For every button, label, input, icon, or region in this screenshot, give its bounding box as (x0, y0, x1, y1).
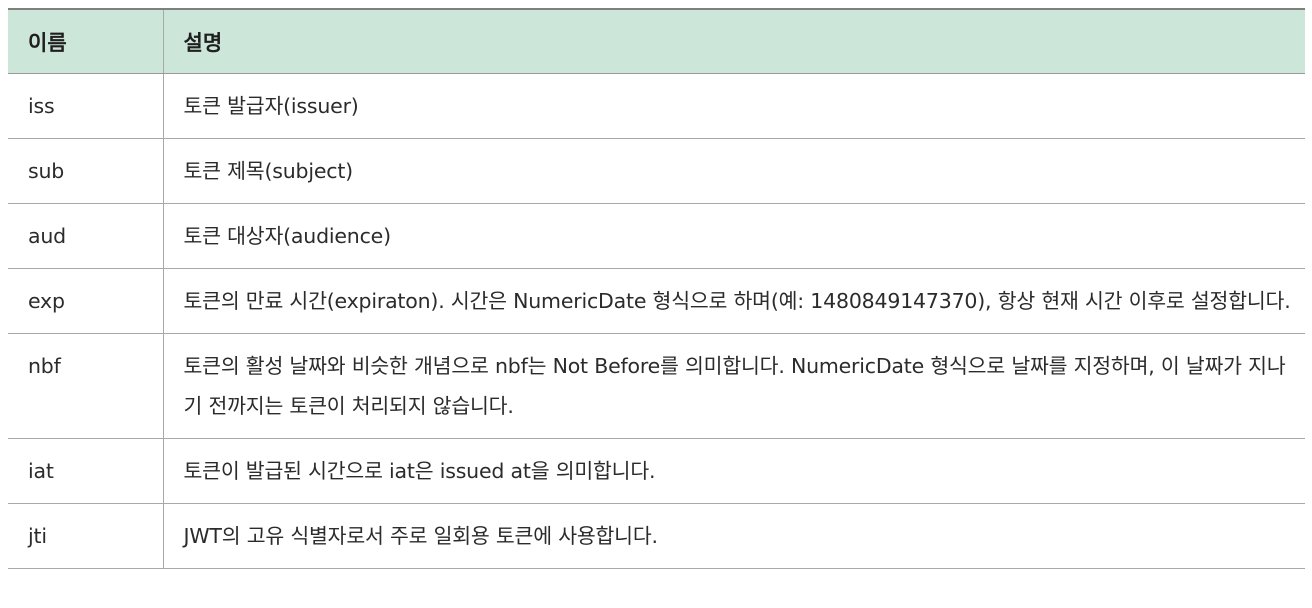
claim-name: sub (8, 138, 164, 204)
table-row: exp 토큰의 만료 시간(expiraton). 시간은 NumericDat… (8, 268, 1305, 334)
claim-name: iat (8, 438, 164, 504)
claim-name: exp (8, 268, 164, 334)
table-header: 이름 설명 (8, 9, 1305, 74)
claim-description: 토큰 대상자(audience) (163, 203, 1305, 269)
table-row: aud 토큰 대상자(audience) (8, 203, 1305, 269)
claim-description: 토큰의 활성 날짜와 비슷한 개념으로 nbf는 Not Before를 의미합… (163, 333, 1305, 439)
claim-description: 토큰이 발급된 시간으로 iat은 issued at을 의미합니다. (163, 438, 1305, 504)
claim-description: 토큰 제목(subject) (163, 138, 1305, 204)
jwt-claims-table: 이름 설명 iss 토큰 발급자(issuer) sub 토큰 제목(subje… (8, 8, 1305, 569)
claim-description: 토큰 발급자(issuer) (163, 73, 1305, 139)
table-row: iat 토큰이 발급된 시간으로 iat은 issued at을 의미합니다. (8, 438, 1305, 504)
header-description: 설명 (163, 9, 1305, 74)
claim-name: jti (8, 503, 164, 569)
header-row: 이름 설명 (8, 9, 1305, 74)
claim-name: aud (8, 203, 164, 269)
claim-name: nbf (8, 333, 164, 439)
claim-description: JWT의 고유 식별자로서 주로 일회용 토큰에 사용합니다. (163, 503, 1305, 569)
table-row: jti JWT의 고유 식별자로서 주로 일회용 토큰에 사용합니다. (8, 503, 1305, 569)
table-body: iss 토큰 발급자(issuer) sub 토큰 제목(subject) au… (8, 73, 1305, 569)
table-row: sub 토큰 제목(subject) (8, 138, 1305, 204)
header-name: 이름 (8, 9, 164, 74)
claim-name: iss (8, 73, 164, 139)
claim-description: 토큰의 만료 시간(expiraton). 시간은 NumericDate 형식… (163, 268, 1305, 334)
table-row: iss 토큰 발급자(issuer) (8, 73, 1305, 139)
table-row: nbf 토큰의 활성 날짜와 비슷한 개념으로 nbf는 Not Before를… (8, 333, 1305, 439)
